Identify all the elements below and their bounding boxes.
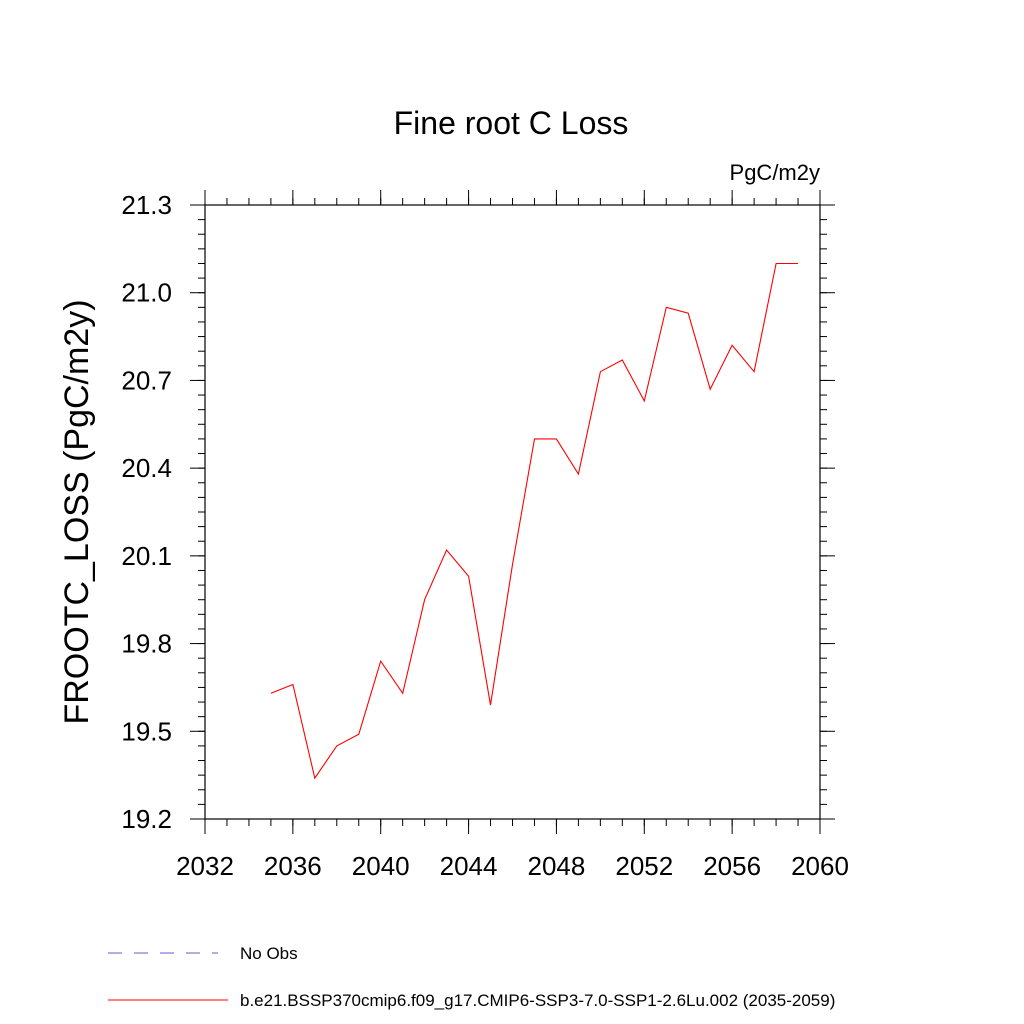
x-tick-label: 2052 — [615, 851, 673, 881]
y-tick-label: 20.7 — [121, 365, 172, 395]
y-tick-label: 20.1 — [121, 541, 172, 571]
series-layer — [270, 262, 798, 780]
x-tick-label: 2040 — [352, 851, 410, 881]
chart-title: Fine root C Loss — [394, 105, 629, 141]
y-tick-label: 20.4 — [121, 453, 172, 483]
units-label: PgC/m2y — [730, 160, 820, 185]
y-axis-label: FROOTC_LOSS (PgC/m2y) — [58, 299, 96, 724]
x-tick-label: 2036 — [264, 851, 322, 881]
x-tick-label: 2056 — [703, 851, 761, 881]
major-ticks — [190, 190, 835, 834]
x-tick-label: 2032 — [176, 851, 234, 881]
y-tick-label: 19.8 — [121, 629, 172, 659]
y-tick-label: 19.2 — [121, 804, 172, 834]
legend-label-no-obs: No Obs — [240, 944, 298, 963]
x-tick-label: 2048 — [528, 851, 586, 881]
y-tick-label: 21.3 — [121, 190, 172, 220]
x-tick-label: 2060 — [791, 851, 849, 881]
x-tick-label: 2044 — [440, 851, 498, 881]
y-tick-label: 19.5 — [121, 716, 172, 746]
minor-ticks — [198, 198, 827, 826]
legend: No Obs b.e21.BSSP370cmip6.f09_g17.CMIP6-… — [108, 944, 835, 1010]
legend-label-model: b.e21.BSSP370cmip6.f09_g17.CMIP6-SSP3-7.… — [240, 991, 835, 1010]
series-line — [270, 262, 798, 780]
x-tick-labels: 2032 2036 2040 2044 2048 2052 2056 2060 — [176, 851, 849, 881]
y-tick-labels: 19.2 19.5 19.8 20.1 20.4 20.7 21.0 21.3 — [121, 190, 172, 834]
y-tick-label: 21.0 — [121, 278, 172, 308]
plot-frame — [204, 204, 821, 820]
